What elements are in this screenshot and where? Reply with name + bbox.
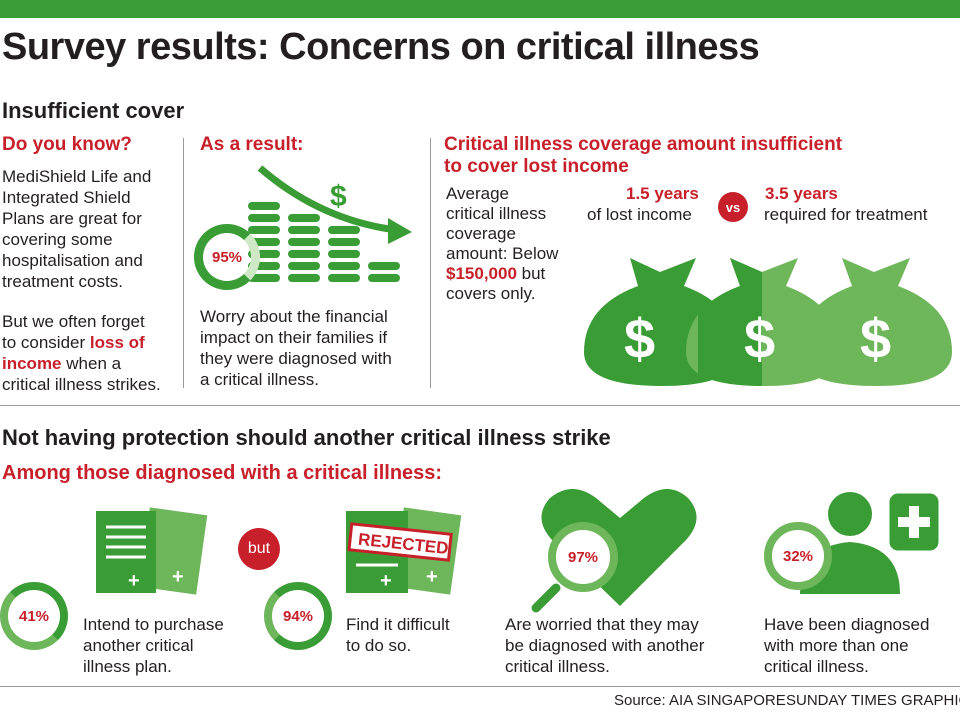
stat-32-text: Have been diagnosed with more than one c… xyxy=(764,615,930,676)
financial-worry-text: Worry about the financial impact on thei… xyxy=(200,307,392,389)
stat-97-text: Are worried that they may be diagnosed w… xyxy=(505,615,705,676)
financial-impact-illustration: $ xyxy=(248,165,412,282)
lost-income-label: of lost income xyxy=(587,205,692,224)
percent-ring-41: 41% xyxy=(0,582,68,650)
required-years-value: 3.5 years xyxy=(765,184,838,203)
patient-illustration xyxy=(800,490,942,594)
required-treatment-label: required for treatment xyxy=(764,205,928,224)
among-diagnosed-subheading: Among those diagnosed with a critical il… xyxy=(2,462,443,484)
stat-41-text: Intend to purchase another critical illn… xyxy=(83,615,224,676)
svg-text:+: + xyxy=(380,570,392,592)
top-accent-bar xyxy=(0,0,960,18)
column-divider-1 xyxy=(183,138,184,388)
coverage-insufficient-heading: Critical illness coverage amount insuffi… xyxy=(444,134,843,177)
but-badge: but xyxy=(238,528,280,570)
vs-badge: vs xyxy=(718,192,748,222)
svg-text:+: + xyxy=(172,566,184,588)
percent-ring-97: 97% xyxy=(548,522,618,592)
graphics-credit: SUNDAY TIMES GRAPHICS xyxy=(786,692,960,709)
average-coverage-text: Average critical illness coverage amount… xyxy=(446,184,559,303)
section-divider xyxy=(0,405,960,406)
trend-arrow-icon xyxy=(257,165,397,234)
svg-text:$: $ xyxy=(744,307,775,370)
dollar-icon: $ xyxy=(330,180,347,213)
do-you-know-heading: Do you know? xyxy=(2,134,132,155)
lost-years-value: 1.5 years xyxy=(626,184,699,203)
percent-ring-94: 94% xyxy=(264,582,332,650)
section-insufficient-cover-heading: Insufficient cover xyxy=(2,98,185,123)
money-bag-icon: $ xyxy=(798,258,952,386)
source-credit: Source: AIA SINGAPORE xyxy=(614,692,786,709)
stat-94-text: Find it difficult to do so. xyxy=(346,615,450,655)
percent-ring-32: 32% xyxy=(764,522,832,590)
document-icon: + + xyxy=(96,507,208,595)
coin-stack-icon xyxy=(248,202,400,282)
heart-magnifier-illustration xyxy=(531,489,697,613)
rejected-document-icon: + + REJECTED xyxy=(346,507,462,595)
column-divider-2 xyxy=(430,138,431,388)
person-icon xyxy=(828,492,872,536)
footer-divider xyxy=(0,686,960,687)
svg-text:$: $ xyxy=(624,307,655,370)
money-bags-illustration: $ $ $ xyxy=(584,258,952,386)
percent-ring-95: 95% xyxy=(194,224,260,290)
as-a-result-heading: As a result: xyxy=(200,134,304,155)
do-you-know-text: MediShield Life and Integrated Shield Pl… xyxy=(2,167,161,394)
section-protection-heading: Not having protection should another cri… xyxy=(2,425,611,450)
page-title: Survey results: Concerns on critical ill… xyxy=(2,26,760,68)
svg-text:+: + xyxy=(426,566,438,588)
svg-text:+: + xyxy=(128,570,140,592)
magnifier-icon xyxy=(531,583,561,613)
svg-text:$: $ xyxy=(860,307,891,370)
heart-icon xyxy=(541,489,697,606)
